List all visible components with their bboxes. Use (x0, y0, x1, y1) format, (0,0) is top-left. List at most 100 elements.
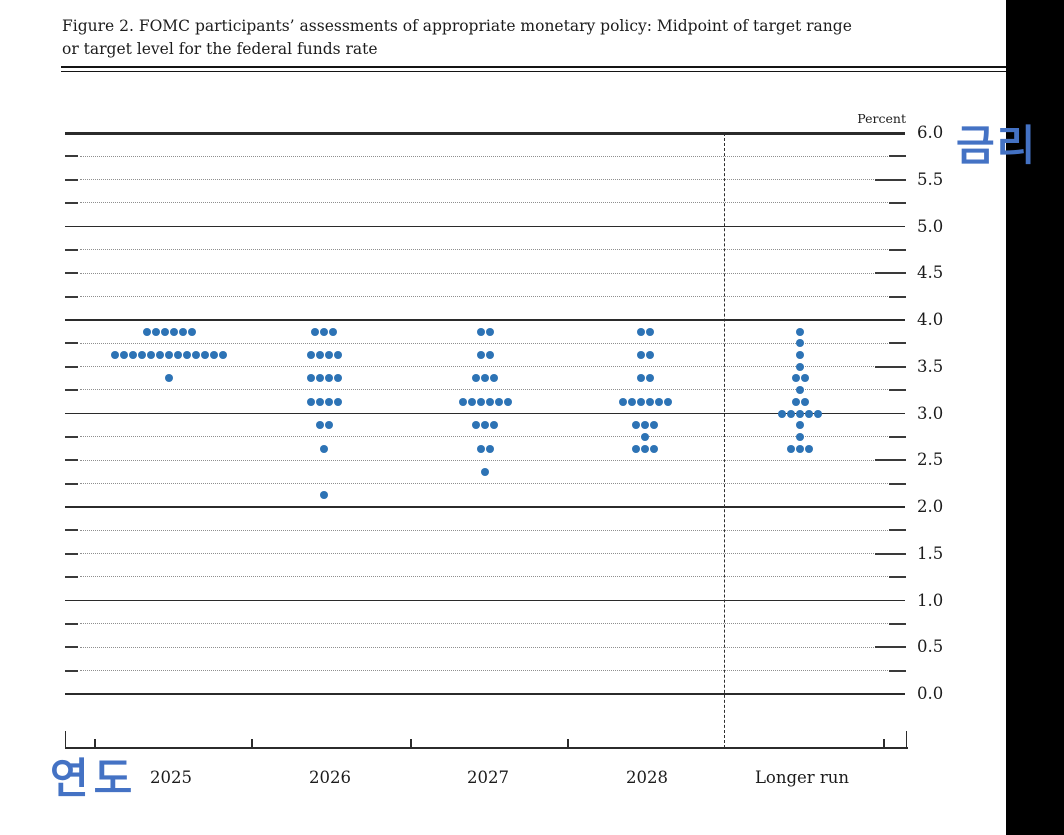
dot-2028-2.625 (650, 444, 658, 453)
dot-2027-3.875 (485, 327, 494, 336)
x-axis-tick-4 (883, 739, 885, 748)
dot-2025-3.875 (169, 327, 178, 336)
y-tick-right-5.75 (889, 155, 906, 158)
dot-2025-3.875 (142, 327, 151, 336)
dot-2028-3.875 (645, 327, 654, 336)
y-tick-left-1.5 (65, 552, 78, 555)
gridline-dotted-0.25 (80, 669, 888, 671)
x-axis-endcap-right (905, 731, 908, 748)
dot-2027-3.125 (476, 397, 485, 406)
gridline-solid-4 (65, 319, 905, 321)
y-tick-left-4.5 (65, 272, 78, 275)
dot-2027-3.375 (490, 374, 498, 383)
dot-2026-3.375 (333, 374, 342, 383)
dot-longer-run-3 (814, 409, 822, 418)
gridline-dotted-4.5 (80, 272, 888, 274)
dot-2025-3.625 (210, 351, 218, 360)
dot-longer-run-2.875 (796, 421, 804, 430)
y-tick-left-5.75 (65, 155, 78, 158)
dot-longer-run-2.75 (796, 432, 804, 441)
y-tick-left-3.25 (65, 389, 78, 392)
dot-longer-run-3.25 (796, 386, 804, 395)
dot-2027-2.875 (472, 421, 480, 430)
dot-2025-3.625 (192, 351, 200, 360)
gridline-dotted-4.25 (80, 295, 888, 297)
dot-2026-3.625 (324, 351, 333, 360)
dot-2026-3.125 (315, 397, 324, 406)
dot-2027-3.625 (485, 351, 494, 360)
figure-title-line2: or target level for the federal funds ra… (62, 40, 378, 58)
dot-2026-2.875 (315, 421, 324, 430)
x-category-label-longer-run: Longer run (754, 768, 850, 787)
y-tick-left-3.5 (65, 365, 78, 368)
dot-2028-2.625 (632, 444, 640, 453)
dot-2028-3.125 (645, 397, 654, 406)
gridline-dotted-2.5 (80, 459, 888, 461)
gridline-solid-0 (65, 693, 905, 695)
gridline-dotted-0.75 (80, 623, 888, 625)
dot-longer-run-3 (796, 409, 804, 418)
dot-2026-3.375 (324, 374, 333, 383)
y-tick-right-4.25 (889, 295, 906, 298)
dot-longer-run-3.875 (796, 327, 804, 336)
y-tick-right-0.5 (875, 646, 906, 649)
x-axis-baseline (65, 747, 908, 749)
y-tick-left-2.5 (65, 459, 78, 462)
x-axis-tick-0 (94, 739, 96, 748)
dot-longer-run-3.625 (796, 351, 804, 360)
dot-longer-run-3.125 (800, 397, 809, 406)
dot-2027-2.875 (481, 421, 489, 430)
dot-2027-3.375 (472, 374, 480, 383)
y-tick-right-5.5 (875, 178, 906, 181)
y-tick-left-0.25 (65, 669, 78, 672)
dot-2028-2.875 (641, 421, 649, 430)
dot-2025-3.625 (138, 351, 146, 360)
dot-2028-2.625 (641, 444, 649, 453)
title-rule (61, 66, 1006, 72)
y-axis-label-0.5: 0.5 (917, 637, 944, 657)
gridline-dotted-5.25 (80, 202, 888, 204)
dot-2028-3.125 (654, 397, 663, 406)
y-axis-label-3.0: 3.0 (917, 403, 944, 423)
dot-2028-2.75 (641, 432, 649, 441)
gridline-dotted-2.75 (80, 436, 888, 438)
dot-longer-run-3.375 (791, 374, 800, 383)
gridline-dotted-4.75 (80, 249, 888, 251)
dot-longer-run-3.75 (796, 339, 804, 348)
right-black-band (1006, 0, 1064, 835)
dot-2028-2.875 (632, 421, 640, 430)
y-tick-left-1.75 (65, 529, 78, 532)
x-axis-tick-3 (567, 739, 569, 748)
y-axis-label-1.5: 1.5 (917, 543, 944, 563)
y-tick-left-2.25 (65, 482, 78, 485)
dot-2026-2.875 (324, 421, 333, 430)
dot-2025-3.625 (147, 351, 155, 360)
dot-2027-2.375 (481, 467, 489, 476)
dot-2026-3.125 (333, 397, 342, 406)
dot-2025-3.875 (187, 327, 196, 336)
y-tick-right-3.75 (889, 342, 906, 345)
dot-longer-run-2.625 (787, 444, 795, 453)
dot-2025-3.875 (178, 327, 187, 336)
gridline-dotted-5.75 (80, 155, 888, 157)
dot-longer-run-3.125 (791, 397, 800, 406)
dot-longer-run-3 (805, 409, 813, 418)
gridline-dotted-1.25 (80, 576, 888, 578)
y-axis-label-5.0: 5.0 (917, 216, 944, 236)
dot-longer-run-2.625 (796, 444, 804, 453)
y-tick-right-2.25 (889, 482, 906, 485)
y-tick-left-4.75 (65, 248, 78, 251)
y-tick-left-5.25 (65, 202, 78, 205)
dot-2028-3.375 (636, 374, 645, 383)
y-axis-label-2.0: 2.0 (917, 497, 944, 516)
dot-2028-3.125 (663, 397, 672, 406)
dot-2026-3.125 (306, 397, 315, 406)
y-tick-left-1.25 (65, 576, 78, 579)
gridline-solid-1 (65, 599, 905, 602)
gridline-dotted-1.75 (80, 529, 888, 531)
dot-2026-3.625 (306, 351, 315, 360)
dot-2025-3.625 (129, 351, 137, 360)
dot-2025-3.625 (174, 351, 182, 360)
dot-2026-2.125 (320, 491, 328, 500)
